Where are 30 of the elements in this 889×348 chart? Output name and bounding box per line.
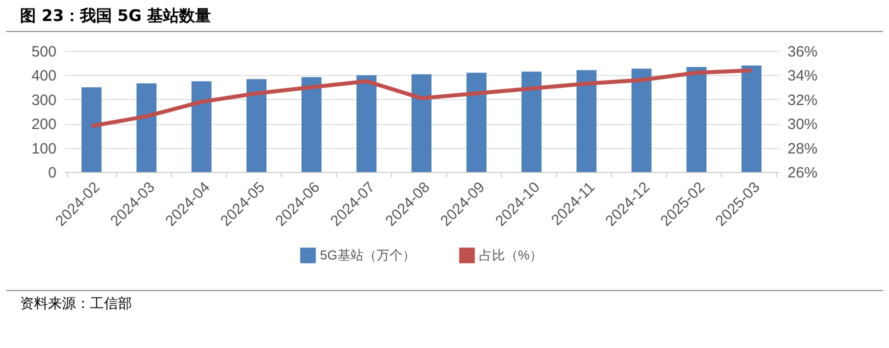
text: 资料来源：工信部: [6, 290, 883, 317]
legend-label: 占比（%）: [479, 247, 543, 262]
line-series: [90, 68, 754, 128]
bar: [686, 66, 706, 172]
bar: [302, 77, 322, 172]
bar: [356, 75, 376, 172]
bar: [82, 87, 102, 172]
bar: [632, 68, 652, 172]
y2-tick-label: 32%: [788, 92, 818, 109]
y-tick-label: 500: [31, 44, 56, 60]
y2-tick-label: 30%: [788, 116, 818, 134]
legend-label: 5G基站（万个）: [320, 247, 416, 262]
bar: [246, 79, 266, 172]
y2-tick-label: 36%: [788, 44, 818, 60]
y-tick-label: 400: [31, 68, 56, 85]
y-tick-label: 200: [31, 116, 56, 134]
bar: [576, 70, 596, 172]
y-tick-label: 0: [48, 164, 56, 182]
bar: [136, 83, 156, 172]
bar: [192, 81, 212, 172]
y-tick-label: 300: [31, 92, 56, 109]
chart-title: 图 23：我国 5G 基站数量: [6, 0, 883, 32]
y2-tick-label: 26%: [788, 164, 818, 182]
y-tick-label: 100: [31, 140, 56, 158]
y2-tick-label: 28%: [788, 140, 818, 158]
y2-tick-label: 34%: [788, 68, 818, 85]
bar: [522, 72, 542, 172]
bar: [412, 74, 432, 172]
bar: [466, 72, 486, 172]
bar: [742, 66, 762, 172]
